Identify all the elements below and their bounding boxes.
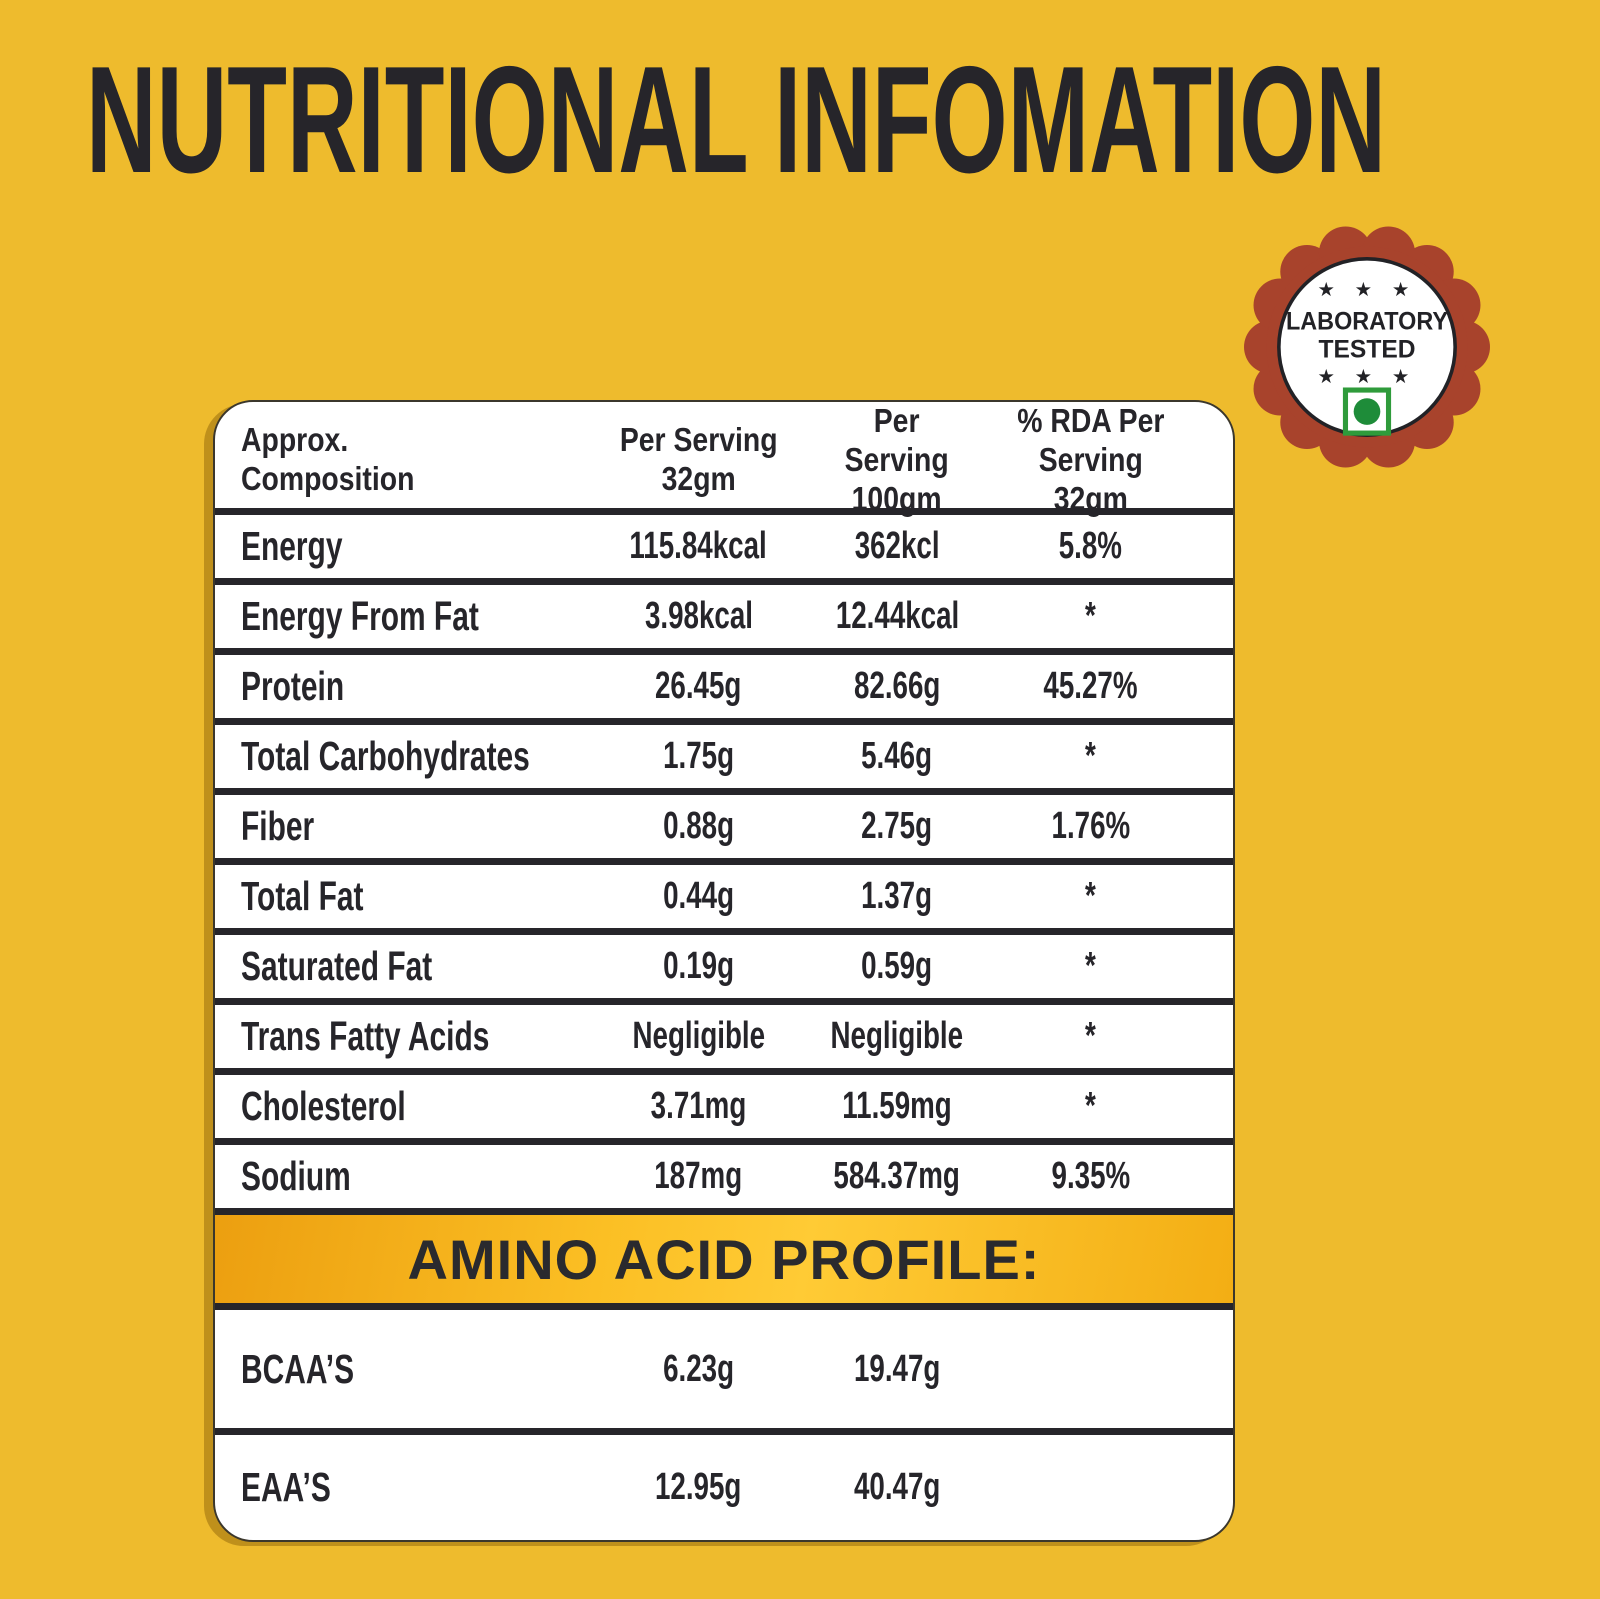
table-row-cholesterol: Cholesterol 3.71mg 11.59mg * [215,1075,1233,1145]
table-header-row: Approx. Composition Per Serving 32gm Per… [215,402,1233,517]
row-value-rda: * [1085,595,1096,637]
header-composition: Approx. Composition [241,421,415,498]
badge-line2: TESTED [1319,336,1416,363]
table-row-saturated-fat: Saturated Fat 0.19g 0.59g * [215,935,1233,1005]
row-label: Total Carbohydrates [241,733,530,779]
row-value-100: 11.59mg [842,1085,952,1127]
table-row-trans-fatty-acids: Trans Fatty Acids Negligible Negligible … [215,1005,1233,1075]
row-value-100: 82.66g [853,665,941,707]
row-label: EAA’S [241,1464,331,1510]
row-value-rda: 5.8% [1058,525,1123,567]
row-label: Trans Fatty Acids [241,1013,490,1059]
row-value-32: 12.95g [655,1466,742,1508]
row-value-rda: * [1085,945,1096,987]
row-value-32: 26.45g [655,665,742,707]
table-row-energy: Energy 115.84kcal 362kcl 5.8% [215,515,1233,585]
row-label: Cholesterol [241,1083,406,1129]
header-per-serving-100: Per Serving 100gm [844,402,950,517]
nutrition-table: Approx. Composition Per Serving 32gm Per… [213,400,1235,1542]
row-value-32: 3.71mg [650,1085,747,1127]
row-value-rda: * [1085,1015,1096,1057]
table-row-bcaas: BCAA’S 6.23g 19.47g [215,1310,1233,1435]
veg-mark-icon [1342,387,1392,436]
stars-top-icon: ★ ★ ★ [1317,279,1416,301]
page-title-text: NUTRITIONAL INFOMATION [86,58,1386,186]
row-label: Fiber [241,803,315,849]
row-value-32: 0.19g [663,945,735,987]
table-row-sodium: Sodium 187mg 584.37mg 9.35% [215,1145,1233,1215]
stars-bottom-icon: ★ ★ ★ [1317,366,1416,388]
row-value-100: 12.44kcal [835,595,959,637]
row-label: Saturated Fat [241,943,433,989]
row-value-rda: * [1085,875,1096,917]
amino-acid-profile-heading: AMINO ACID PROFILE: [407,1227,1041,1291]
row-value-100: 19.47g [853,1347,941,1390]
row-label: Energy From Fat [241,593,479,639]
table-row-fiber: Fiber 0.88g 2.75g 1.76% [215,795,1233,865]
amino-acid-profile-band: AMINO ACID PROFILE: [215,1215,1233,1310]
row-value-rda: * [1085,1085,1096,1127]
row-label: BCAA’S [241,1345,355,1392]
row-value-100: Negligible [830,1015,964,1057]
row-value-32: Negligible [632,1015,765,1057]
row-value-rda: * [1085,735,1096,777]
table-row-eaas: EAA’S 12.95g 40.47g [215,1435,1233,1540]
row-value-rda: 45.27% [1043,665,1138,707]
row-value-rda: 1.76% [1051,805,1130,847]
laboratory-tested-badge: ★ ★ ★ LABORATORY TESTED ★ ★ ★ [1244,226,1490,468]
row-value-32: 1.75g [663,735,735,777]
row-value-32: 0.88g [663,805,735,847]
row-value-100: 362kcl [854,525,940,567]
row-value-32: 3.98kcal [644,595,753,637]
row-value-32: 6.23g [663,1347,735,1390]
row-label: Sodium [241,1153,351,1199]
header-per-serving-32: Per Serving 32gm [619,421,778,498]
row-label: Total Fat [241,873,364,919]
badge-line1: LABORATORY [1286,309,1448,336]
row-value-100: 584.37mg [833,1155,961,1197]
table-row-total-fat: Total Fat 0.44g 1.37g * [215,865,1233,935]
header-rda: % RDA Per Serving 32gm [1016,402,1165,517]
row-value-100: 40.47g [853,1466,941,1508]
row-value-100: 0.59g [861,945,933,987]
page-title: NUTRITIONAL INFOMATION [86,58,1386,186]
row-value-rda: 9.35% [1051,1155,1130,1197]
row-value-100: 2.75g [861,805,933,847]
row-value-32: 187mg [654,1155,743,1197]
row-value-100: 5.46g [861,735,933,777]
row-value-32: 0.44g [663,875,735,917]
row-label: Energy [241,523,343,569]
row-value-32: 115.84kcal [629,525,768,567]
table-row-total-carbohydrates: Total Carbohydrates 1.75g 5.46g * [215,725,1233,795]
table-row-protein: Protein 26.45g 82.66g 45.27% [215,655,1233,725]
row-value-100: 1.37g [861,875,933,917]
table-row-energy-from-fat: Energy From Fat 3.98kcal 12.44kcal * [215,585,1233,655]
row-label: Protein [241,663,345,709]
